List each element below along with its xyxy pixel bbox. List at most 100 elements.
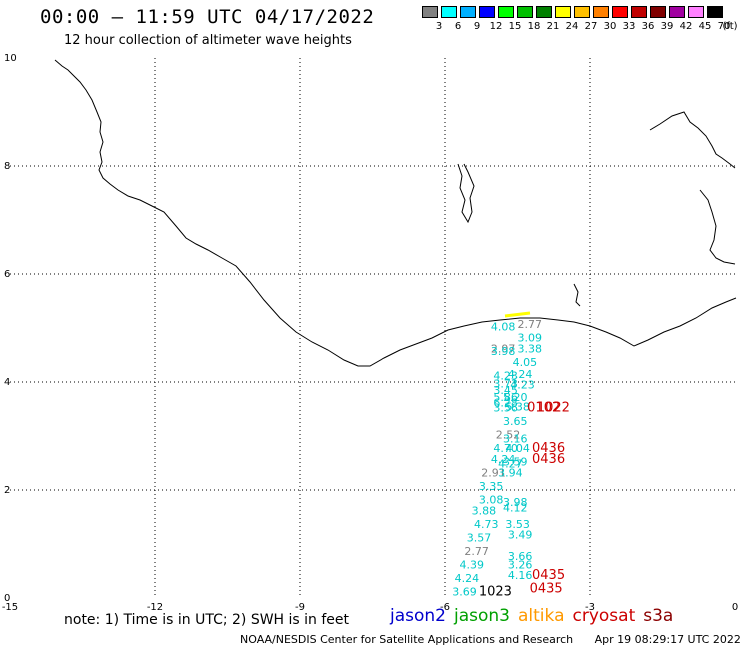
observation-label: 0436 <box>532 452 565 467</box>
x-tick-label: -3 <box>585 602 595 613</box>
observations: 2.774.083.092.97 3.383.984.054.244.233.73… <box>452 318 570 599</box>
color-swatch <box>688 6 704 18</box>
color-swatch <box>479 6 495 18</box>
track-segment <box>504 311 531 318</box>
observation-label: 1023 <box>479 584 512 599</box>
observation-label: 3.08 <box>479 494 504 507</box>
observation-label: 4.04 <box>505 442 529 455</box>
y-tick-label: 2 <box>4 485 10 496</box>
observation-label: 3.69 <box>452 585 477 598</box>
x-tick-label: -12 <box>147 602 163 613</box>
observation-label: 3.38 <box>518 342 543 355</box>
color-swatch <box>422 6 438 18</box>
observation-label: 0436 <box>532 441 565 456</box>
footer-note: note: 1) Time is in UTC; 2) SWH is in fe… <box>64 612 350 628</box>
observation-label: 2.97 <box>491 342 515 355</box>
color-swatch <box>498 6 514 18</box>
observation-label: 3.88 <box>472 504 497 517</box>
observation-label: 3.53 <box>505 518 529 531</box>
color-scale-label: 6 <box>454 21 462 32</box>
observation-label: 5.86 <box>493 391 518 404</box>
observation-label: 3.57 <box>467 531 492 544</box>
observation-label: 2.52 <box>496 429 521 442</box>
x-tick-label: -6 <box>440 602 450 613</box>
color-swatch <box>631 6 647 18</box>
satellite-legend-item: s3a <box>643 606 674 626</box>
color-swatch <box>612 6 628 18</box>
color-swatch <box>460 6 476 18</box>
observation-label: 4.08 <box>491 321 515 334</box>
observation-label: 3.59 <box>503 456 528 469</box>
observation-label: 4.27 <box>498 457 522 470</box>
observation-label: 4.23 <box>493 369 518 382</box>
observation-label: 0102 <box>527 401 560 416</box>
observation-label: 3.56 <box>493 402 518 415</box>
satellite-legend-item: altika <box>518 606 565 626</box>
color-scale-label: 42 <box>679 21 693 32</box>
color-swatch <box>650 6 666 18</box>
y-tick-label: 8 <box>4 161 10 172</box>
y-tick-label: 10 <box>4 53 17 64</box>
y-tick-label: 4 <box>4 377 10 388</box>
satellite-legend-item: cryosat <box>572 606 636 626</box>
color-scale-unit: (ft) <box>722 21 738 32</box>
observation-label: 3.35 <box>479 480 504 493</box>
observation-label: 3.66 <box>508 550 533 563</box>
color-swatch <box>536 6 552 18</box>
color-scale-label: 39 <box>660 21 674 32</box>
observation-label: 2.77 <box>464 545 489 558</box>
y-tick-label: 0 <box>4 593 10 604</box>
color-scale-label: 12 <box>489 21 503 32</box>
y-tick-label: 6 <box>4 269 10 280</box>
observation-label: 3.49 <box>508 529 533 542</box>
observation-label: 4.23 <box>510 378 535 391</box>
observation-label: 3.94 <box>498 467 522 480</box>
color-swatch <box>707 6 723 18</box>
color-swatch <box>555 6 571 18</box>
x-tick-label: -15 <box>2 602 18 613</box>
satellite-tracks <box>504 311 531 318</box>
observation-label: 3.09 <box>518 332 543 345</box>
satellite-legend-item: jason2 <box>390 606 446 626</box>
observation-label: 5.20 <box>503 391 528 404</box>
observation-label: 4.16 <box>508 569 533 582</box>
observation-label: 1022 <box>537 401 570 416</box>
coastline-island <box>457 163 475 224</box>
color-scale-label: 27 <box>584 21 598 32</box>
coastline-main <box>54 59 737 367</box>
color-scale-label: 24 <box>565 21 579 32</box>
x-tick-label: 0 <box>732 602 738 613</box>
color-scale-label: 36 <box>641 21 655 32</box>
observation-label: 4.24 <box>508 368 533 381</box>
coastline-islet <box>573 283 581 307</box>
observation-label: 3.26 <box>508 558 533 571</box>
observation-label: 4.24 <box>491 453 515 466</box>
x-tick-label: -9 <box>295 602 305 613</box>
satellite-legend: jason2 jason3 altika cryosat s3a <box>390 606 681 626</box>
observation-label: 0435 <box>530 582 563 597</box>
observation-label: 3.65 <box>503 415 528 428</box>
observation-label: 4.24 <box>455 572 480 585</box>
observation-label: 3.45 <box>493 384 518 397</box>
color-swatch <box>574 6 590 18</box>
observation-label: 4.73 <box>474 518 499 531</box>
observation-label: 3.73 <box>493 377 518 390</box>
timestamp-text: Apr 19 08:29:17 UTC 2022 <box>594 633 740 646</box>
color-scale-label: 18 <box>527 21 541 32</box>
color-scale-label: 15 <box>508 21 522 32</box>
color-swatch <box>593 6 609 18</box>
observation-label: 3.98 <box>491 345 515 358</box>
observation-label: 5.38 <box>505 401 529 414</box>
color-scale-label: 21 <box>546 21 560 32</box>
observation-label: 4.39 <box>460 558 485 571</box>
footer-credit: NOAA/NESDIS Center for Satellite Applica… <box>240 633 740 646</box>
color-swatch <box>517 6 533 18</box>
page-title: 00:00 – 11:59 UTC 04/17/2022 <box>40 6 375 28</box>
observation-label: 4.70 <box>493 442 518 455</box>
color-swatch <box>669 6 685 18</box>
observation-label: 2.91 <box>481 467 506 480</box>
color-scale-label: 3 <box>435 21 443 32</box>
coastline-east <box>699 189 736 265</box>
color-scale-label: 45 <box>698 21 712 32</box>
